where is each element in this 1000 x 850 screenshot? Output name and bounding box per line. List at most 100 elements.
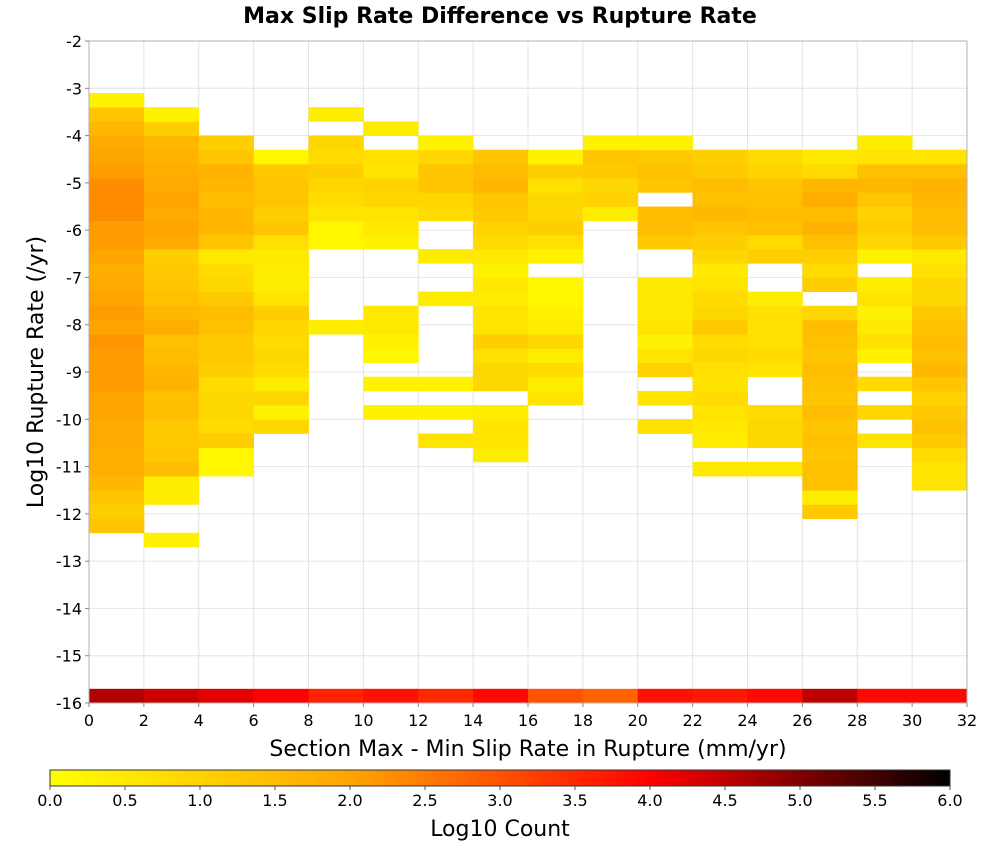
heatmap-cell <box>912 362 968 378</box>
heatmap-cell <box>857 376 913 392</box>
heatmap-cell <box>912 433 968 449</box>
heatmap-cell <box>143 277 200 293</box>
heatmap-cell <box>89 206 145 222</box>
heatmap-cell <box>253 263 309 278</box>
heatmap-cell <box>637 291 694 307</box>
heatmap-cell <box>89 277 145 293</box>
heatmap-cell <box>473 249 529 264</box>
heatmap-cell <box>198 348 255 363</box>
heatmap-cell <box>308 192 364 207</box>
heatmap-cell <box>473 206 529 222</box>
x-tick-label: 24 <box>737 711 757 730</box>
heatmap-cell <box>198 220 255 236</box>
heatmap-cell <box>802 476 858 491</box>
x-tick-label: 28 <box>847 711 867 730</box>
heatmap-cell <box>308 163 364 179</box>
heatmap-cell <box>363 192 419 207</box>
heatmap-cell <box>747 334 803 349</box>
heatmap-cell <box>747 405 803 420</box>
heatmap-cell <box>143 334 200 349</box>
heatmap-cell <box>857 319 913 335</box>
y-axis-ticks: -2 -3 -4 -5 -6 -7 -8 -9 -10 -11 -12 -13 -14 -15 -16 <box>56 32 89 713</box>
x-tick-label: 20 <box>628 711 648 730</box>
heatmap-cell <box>418 688 474 704</box>
heatmap-cell <box>528 291 584 307</box>
heatmap-cell <box>253 334 309 349</box>
heatmap-cell <box>637 688 694 704</box>
heatmap-cell <box>363 234 419 250</box>
heatmap-cell <box>692 163 748 179</box>
heatmap-cell <box>637 163 694 179</box>
heatmap-cell <box>253 362 309 378</box>
heatmap-cell <box>747 291 803 307</box>
heatmap-cell <box>253 277 309 293</box>
heatmap-cell <box>89 461 145 477</box>
heatmap-cell <box>143 135 200 151</box>
heatmap-cell <box>857 163 913 179</box>
heatmap-cell <box>198 234 255 250</box>
heatmap-cell <box>692 376 748 392</box>
heatmap-cell <box>198 206 255 222</box>
heatmap-cell <box>198 291 255 307</box>
heatmap-cell <box>89 178 145 193</box>
heatmap-cell <box>89 334 145 349</box>
heatmap-cell <box>473 688 529 704</box>
heatmap-cell <box>747 234 803 250</box>
colorbar-ticks: 0.0 0.5 1.0 1.5 2.0 2.5 3.0 3.5 4.0 4.5 5.0 5.5 6.0 <box>37 786 963 810</box>
heatmap-cell <box>89 348 145 363</box>
heatmap-cell <box>637 362 694 378</box>
heatmap-cell <box>253 291 309 307</box>
heatmap-cell <box>363 688 419 704</box>
heatmap-cell <box>198 149 255 165</box>
heatmap-cell <box>692 390 748 406</box>
heatmap-cell <box>89 390 145 406</box>
x-tick-label: 0 <box>84 711 94 730</box>
x-tick-label: 18 <box>573 711 593 730</box>
heatmap-cell <box>637 390 694 406</box>
heatmap-cell <box>637 135 694 151</box>
heatmap-cell <box>473 305 529 321</box>
heatmap-cell <box>198 376 255 392</box>
heatmap-cell <box>253 220 309 236</box>
heatmap-cell <box>143 362 200 378</box>
heatmap-cell <box>89 362 145 378</box>
heatmap-cell <box>692 362 748 378</box>
heatmap-cell <box>363 121 419 136</box>
y-tick-label: -15 <box>56 647 82 666</box>
colorbar-tick-label: 2.0 <box>337 791 362 810</box>
heatmap-cell <box>857 334 913 349</box>
heatmap-cell <box>89 688 145 704</box>
heatmap-cell <box>802 234 858 250</box>
y-axis-label: Log10 Rupture Rate (/yr) <box>24 236 49 508</box>
heatmap-cell <box>802 348 858 363</box>
heatmap-cell <box>747 348 803 363</box>
heatmap-cell <box>89 249 145 264</box>
heatmap-cell <box>363 163 419 179</box>
heatmap-cell <box>912 405 968 420</box>
heatmap-cell <box>802 490 858 505</box>
heatmap-cell <box>143 688 200 704</box>
heatmap-cell <box>253 348 309 363</box>
heatmap-cell <box>912 447 968 463</box>
heatmap-cell <box>253 305 309 321</box>
heatmap-cell <box>692 334 748 349</box>
heatmap-cell <box>253 419 309 434</box>
colorbar-tick-label: 4.0 <box>637 791 662 810</box>
heatmap-cell <box>912 419 968 434</box>
heatmap-cell <box>747 419 803 434</box>
heatmap-cell <box>473 362 529 378</box>
heatmap-cell <box>198 277 255 293</box>
heatmap-cell <box>89 490 145 505</box>
x-tick-label: 10 <box>353 711 373 730</box>
heatmap-cell <box>308 688 364 704</box>
heatmap-cell <box>637 334 694 349</box>
heatmap-cell <box>802 433 858 449</box>
heatmap-cell <box>473 334 529 349</box>
heatmap-cell <box>143 461 200 477</box>
heatmap-cell <box>747 461 803 477</box>
heatmap-cell <box>198 390 255 406</box>
heatmap-cell <box>637 234 694 250</box>
heatmap-cell <box>747 305 803 321</box>
heatmap-cell <box>857 305 913 321</box>
heatmap-cell <box>473 163 529 179</box>
